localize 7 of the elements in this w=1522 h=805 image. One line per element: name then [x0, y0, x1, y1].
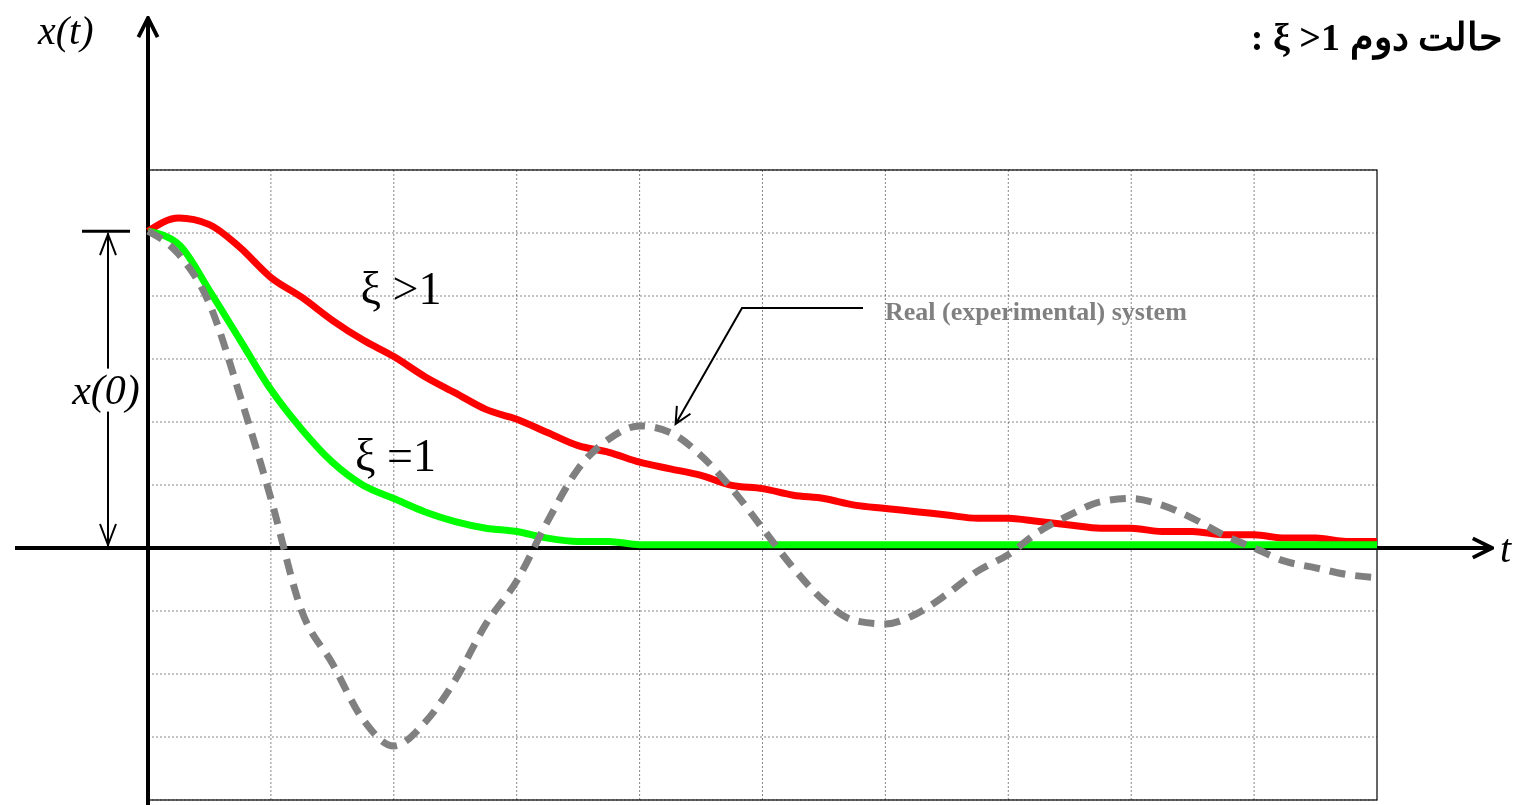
y-axis-title: x(t) — [37, 8, 94, 53]
series-label: ξ >1 — [360, 263, 442, 315]
text: Real (experimental) system — [885, 297, 1188, 326]
text: x(0) — [71, 366, 140, 414]
x-axis-title: t — [1500, 526, 1512, 571]
chart-title: حالت دوم ξ >1 : — [1250, 16, 1502, 60]
series-label: ξ =1 — [355, 430, 437, 482]
